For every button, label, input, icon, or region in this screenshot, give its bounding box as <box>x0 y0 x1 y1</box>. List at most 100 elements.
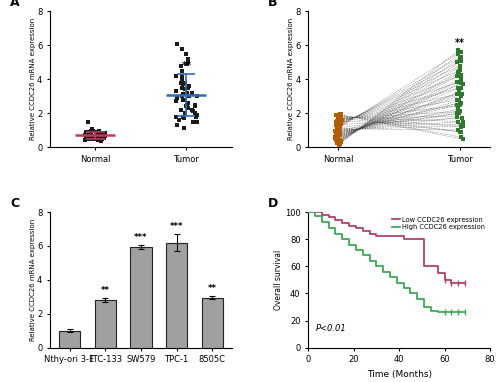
Point <box>92 136 100 142</box>
Low CCDC26 expression <box>387 234 393 239</box>
Point <box>177 79 185 86</box>
High CCDC26 expression <box>428 309 434 313</box>
Point <box>454 127 462 133</box>
Point <box>337 112 345 118</box>
Point <box>332 137 340 143</box>
Low CCDC26 expression <box>340 221 345 225</box>
Point <box>457 93 465 99</box>
Text: **: ** <box>101 286 110 295</box>
Point <box>452 79 460 85</box>
Point <box>82 134 90 140</box>
Point <box>338 115 345 121</box>
Line: Low CCDC26 expression: Low CCDC26 expression <box>308 212 465 283</box>
Point <box>193 118 201 125</box>
Point <box>455 89 463 95</box>
Point <box>98 132 106 138</box>
Low CCDC26 expression <box>305 210 311 214</box>
Point <box>458 115 466 121</box>
Point <box>97 134 105 141</box>
Point <box>180 125 188 131</box>
Low CCDC26 expression <box>312 210 318 214</box>
Point <box>179 113 187 120</box>
Point <box>96 131 104 137</box>
Point <box>180 97 188 103</box>
High CCDC26 expression <box>332 231 338 236</box>
Point <box>94 133 102 139</box>
High CCDC26 expression <box>462 310 468 315</box>
Point <box>456 102 464 108</box>
Point <box>192 113 200 120</box>
Bar <box>94 300 116 348</box>
Low CCDC26 expression <box>366 231 372 236</box>
Point <box>457 54 465 60</box>
Bar <box>202 298 223 348</box>
Point <box>92 129 100 135</box>
Low CCDC26 expression <box>434 271 440 275</box>
Point <box>331 133 339 139</box>
High CCDC26 expression <box>442 310 448 315</box>
Point <box>457 49 465 55</box>
High CCDC26 expression <box>448 310 454 315</box>
Point <box>90 134 98 140</box>
Point <box>181 79 189 86</box>
Point <box>333 120 341 126</box>
Point <box>173 40 181 47</box>
Point <box>458 122 466 128</box>
Point <box>334 133 342 139</box>
Y-axis label: Relative CCDC26 mRNA expression: Relative CCDC26 mRNA expression <box>30 18 36 140</box>
Point <box>186 83 194 89</box>
High CCDC26 expression <box>319 219 325 224</box>
Point <box>178 76 186 82</box>
Line: High CCDC26 expression: High CCDC26 expression <box>308 212 465 312</box>
Point <box>90 136 98 142</box>
Point <box>190 118 198 125</box>
Text: C: C <box>10 197 19 210</box>
Point <box>333 130 341 136</box>
Point <box>98 131 106 138</box>
Point <box>454 110 462 116</box>
Low CCDC26 expression <box>380 234 386 239</box>
Text: A: A <box>10 0 20 9</box>
Point <box>335 121 343 128</box>
Point <box>190 102 198 108</box>
Point <box>176 63 184 69</box>
Bar <box>130 247 152 348</box>
Point <box>181 86 189 92</box>
Point <box>94 137 102 143</box>
Point <box>84 134 92 140</box>
High CCDC26 expression <box>394 280 400 285</box>
Y-axis label: Overall survival: Overall survival <box>274 250 283 310</box>
Point <box>178 68 186 74</box>
Text: D: D <box>268 197 278 210</box>
Point <box>177 107 185 113</box>
Point <box>97 131 105 138</box>
Point <box>184 100 192 106</box>
Point <box>178 91 186 97</box>
Point <box>190 108 198 115</box>
Point <box>332 132 340 138</box>
Point <box>334 135 342 141</box>
Point <box>457 81 465 87</box>
Point <box>184 85 192 91</box>
Point <box>182 103 190 109</box>
Low CCDC26 expression <box>408 237 414 241</box>
Point <box>458 58 466 65</box>
Point <box>454 106 462 112</box>
Point <box>457 85 465 91</box>
Point <box>182 110 190 116</box>
Legend: Low CCDC26 expression, High CCDC26 expression: Low CCDC26 expression, High CCDC26 expre… <box>390 215 486 232</box>
Text: ***: *** <box>170 222 183 231</box>
Point <box>333 140 341 146</box>
Point <box>456 108 464 115</box>
Point <box>98 138 106 144</box>
Point <box>338 139 345 145</box>
Point <box>452 59 460 65</box>
Point <box>94 134 102 140</box>
Point <box>96 128 104 134</box>
Point <box>454 118 462 125</box>
Point <box>182 51 190 57</box>
Point <box>332 112 340 118</box>
Low CCDC26 expression <box>353 226 359 231</box>
High CCDC26 expression <box>353 248 359 253</box>
Point <box>459 123 467 129</box>
